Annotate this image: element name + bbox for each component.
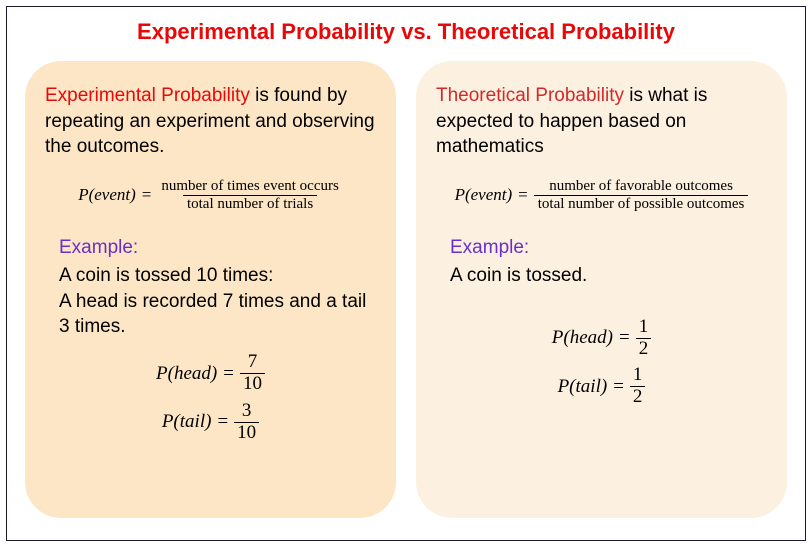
experimental-card: Experimental Probability is found by rep… (25, 61, 396, 518)
result-fraction: 1 2 (630, 365, 646, 408)
formula-lhs: P(event) (78, 184, 136, 207)
equals-sign: = (142, 184, 152, 207)
result-lhs: P(tail) (558, 374, 608, 400)
document-container: Experimental Probability vs. Theoretical… (6, 6, 806, 541)
theoretical-heading: Theoretical Probability (436, 85, 624, 106)
experimental-formula: P(event) = number of times event occurs … (45, 178, 376, 214)
equals-sign: = (619, 325, 630, 351)
result-row: P(head) = 7 10 (45, 352, 376, 395)
result-lhs: P(head) (552, 325, 613, 351)
formula-lhs: P(event) (455, 184, 513, 207)
result-fraction: 7 10 (240, 352, 265, 395)
result-fraction: 1 2 (636, 317, 652, 360)
result-num: 1 (630, 365, 646, 386)
result-num: 3 (239, 401, 255, 422)
theoretical-example-text: A coin is tossed. (450, 263, 767, 289)
columns-wrapper: Experimental Probability is found by rep… (25, 61, 787, 518)
formula-denominator: total number of possible outcomes (534, 195, 749, 213)
page-title: Experimental Probability vs. Theoretical… (25, 19, 787, 45)
example-label: Example: (450, 235, 767, 261)
result-den: 10 (240, 373, 265, 395)
title-text: Experimental Probability vs. Theoretical… (137, 19, 675, 44)
result-den: 10 (234, 422, 259, 444)
theoretical-definition: Theoretical Probability is what is expec… (436, 83, 767, 160)
result-num: 1 (636, 317, 652, 338)
result-den: 2 (630, 386, 646, 408)
example-label: Example: (59, 235, 376, 261)
experimental-example-text: A coin is tossed 10 times:A head is reco… (59, 263, 376, 340)
experimental-definition: Experimental Probability is found by rep… (45, 83, 376, 160)
result-lhs: P(head) (156, 361, 217, 387)
equals-sign: = (223, 361, 234, 387)
formula-denominator: total number of trials (183, 195, 317, 213)
result-row: P(head) = 1 2 (436, 317, 767, 360)
formula-fraction: number of times event occurs total numbe… (157, 178, 342, 214)
result-num: 7 (245, 352, 261, 373)
formula-numerator: number of favorable outcomes (545, 178, 737, 195)
equals-sign: = (613, 374, 624, 400)
experimental-results: P(head) = 7 10 P(tail) = 3 10 (45, 352, 376, 444)
theoretical-card: Theoretical Probability is what is expec… (416, 61, 787, 518)
formula-fraction: number of favorable outcomes total numbe… (534, 178, 749, 214)
theoretical-formula: P(event) = number of favorable outcomes … (436, 178, 767, 214)
result-fraction: 3 10 (234, 401, 259, 444)
formula-numerator: number of times event occurs (157, 178, 342, 195)
result-row: P(tail) = 1 2 (436, 365, 767, 408)
theoretical-results: P(head) = 1 2 P(tail) = 1 2 (436, 317, 767, 409)
equals-sign: = (518, 184, 528, 207)
result-row: P(tail) = 3 10 (45, 401, 376, 444)
result-den: 2 (636, 338, 652, 360)
experimental-heading: Experimental Probability (45, 85, 250, 106)
result-lhs: P(tail) (162, 409, 212, 435)
equals-sign: = (217, 409, 228, 435)
